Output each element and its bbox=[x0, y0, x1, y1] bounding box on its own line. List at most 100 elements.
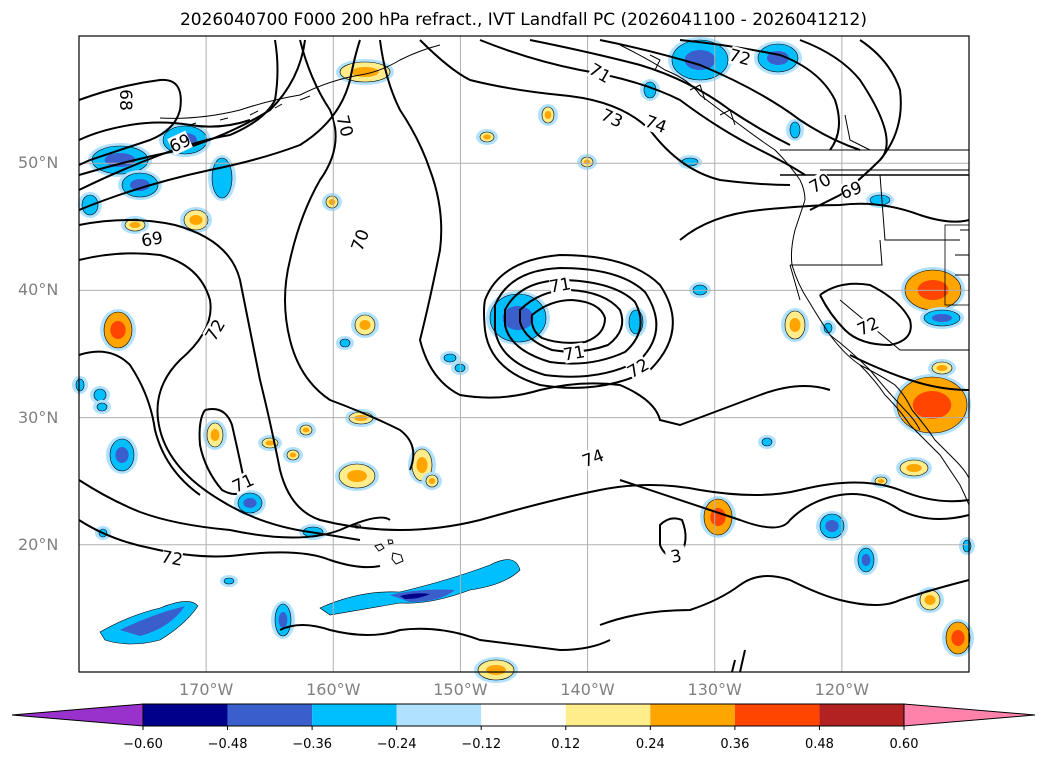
coastline bbox=[189, 95, 311, 126]
contour-label-bg bbox=[838, 178, 864, 202]
ivt-shade-core bbox=[861, 554, 871, 566]
refractivity-contour bbox=[849, 354, 970, 391]
coastline bbox=[829, 334, 921, 431]
colorbar-tick-label: 0.24 bbox=[635, 737, 665, 752]
lat-tick-label: 50°N bbox=[18, 153, 59, 173]
refractivity-contour bbox=[809, 39, 902, 211]
ivt-shade-region bbox=[643, 81, 657, 99]
ivt-shade-core bbox=[951, 630, 965, 646]
contour-label: 69 bbox=[140, 228, 165, 251]
refractivity-contour bbox=[78, 119, 251, 141]
coastline bbox=[391, 552, 404, 565]
colorbar bbox=[11, 703, 1036, 730]
ivt-shade-core bbox=[302, 427, 310, 433]
contour-label: 74 bbox=[642, 112, 669, 138]
ivt-shade-core bbox=[265, 440, 275, 446]
colorbar-extend-right bbox=[903, 703, 1036, 727]
refractivity-contour bbox=[494, 266, 658, 378]
contour-label-bg bbox=[624, 355, 652, 381]
ivt-shade-region bbox=[339, 338, 351, 348]
contour-label-bg bbox=[562, 342, 586, 364]
refractivity-contour bbox=[819, 282, 912, 347]
ivt-shade-core bbox=[115, 447, 129, 463]
refractivity-contour bbox=[799, 39, 888, 161]
ivt-shade-region bbox=[223, 577, 235, 585]
ivt-shade-region bbox=[93, 388, 107, 402]
ivt-shade-region bbox=[75, 378, 85, 392]
contour-label: 72 bbox=[159, 547, 184, 570]
ivt-shade-core bbox=[416, 457, 428, 473]
colorbar-segment bbox=[734, 704, 820, 726]
lon-tick-label: 150°W bbox=[433, 680, 488, 699]
ivt-shade-region bbox=[789, 121, 801, 139]
ivt-shade-core bbox=[110, 321, 126, 339]
lon-tick-label: 140°W bbox=[560, 680, 615, 699]
contour-label-bg bbox=[140, 228, 164, 250]
colorbar-segment bbox=[650, 704, 735, 726]
ivt-shade-core bbox=[278, 612, 288, 628]
refractivity-contour bbox=[78, 219, 970, 531]
coastline-layer bbox=[159, 44, 970, 565]
graticule bbox=[79, 36, 969, 672]
colorbar-segment bbox=[227, 704, 313, 726]
contour-label: 70 bbox=[806, 170, 835, 198]
coastline bbox=[159, 44, 441, 119]
ivt-shade-core bbox=[825, 520, 839, 532]
ivt-shade-core bbox=[243, 498, 257, 508]
contour-label-bg bbox=[599, 105, 625, 131]
refractivity-contours bbox=[78, 39, 970, 673]
refractivity-contour bbox=[379, 39, 831, 427]
contour-label: 71 bbox=[585, 60, 614, 88]
refractivity-contour bbox=[78, 78, 182, 166]
refractivity-contour bbox=[599, 575, 970, 626]
contour-label: 71 bbox=[548, 274, 573, 297]
contour-label: 70 bbox=[348, 227, 374, 254]
ivt-shade-core bbox=[189, 215, 203, 225]
refractivity-contour bbox=[78, 350, 201, 496]
contour-label-bg bbox=[167, 130, 193, 156]
colorbar-segment bbox=[819, 704, 904, 726]
colorbar-tick-label: 0.12 bbox=[551, 737, 581, 752]
contour-label-bg bbox=[160, 547, 184, 569]
coastline bbox=[911, 409, 970, 479]
lon-tick-label: 120°W bbox=[814, 680, 870, 699]
ivt-shade-region bbox=[319, 559, 521, 616]
ivt-shade-region bbox=[443, 353, 457, 363]
refractivity-contour bbox=[78, 519, 381, 569]
colorbar-segment bbox=[481, 704, 566, 726]
coastline bbox=[790, 199, 913, 411]
contour-label-bg bbox=[548, 274, 572, 296]
ivt-shade-core bbox=[502, 306, 534, 330]
ivt-shade-core bbox=[359, 320, 371, 330]
coastline bbox=[955, 229, 969, 276]
refractivity-contour bbox=[78, 39, 361, 211]
contour-label: 3 bbox=[669, 546, 683, 568]
contour-label-bg bbox=[202, 316, 228, 344]
contour-label: 72 bbox=[854, 313, 882, 340]
refractivity-contour bbox=[530, 298, 607, 344]
ivt-shade-region bbox=[823, 322, 833, 334]
contour-label-bg bbox=[580, 446, 606, 470]
coastline bbox=[790, 174, 960, 266]
lat-tick-label: 30°N bbox=[18, 407, 59, 427]
ivt-shade-region bbox=[211, 157, 233, 199]
colorbar-segment bbox=[312, 704, 397, 726]
refractivity-contour bbox=[78, 39, 306, 176]
refractivity-contour bbox=[529, 39, 791, 146]
lon-tick-label: 130°W bbox=[687, 680, 742, 699]
ivt-shade-core bbox=[684, 50, 716, 70]
colorbar-tick-label: −0.60 bbox=[123, 737, 163, 752]
ivt-shade-core bbox=[906, 464, 922, 472]
ivt-shade-core bbox=[129, 222, 141, 228]
ivt-shade-core bbox=[351, 67, 379, 77]
ivt-shade-core bbox=[428, 478, 436, 484]
ivt-shade-core bbox=[486, 665, 506, 675]
refractivity-contour bbox=[679, 39, 840, 151]
contour-label: 68 bbox=[115, 89, 135, 111]
contour-label: 71 bbox=[562, 342, 587, 365]
refractivity-contour bbox=[739, 649, 746, 673]
ivt-shading-layer bbox=[72, 37, 975, 683]
coastline bbox=[387, 539, 394, 545]
colorbar-frame bbox=[142, 703, 905, 727]
refractivity-contour bbox=[599, 39, 861, 151]
